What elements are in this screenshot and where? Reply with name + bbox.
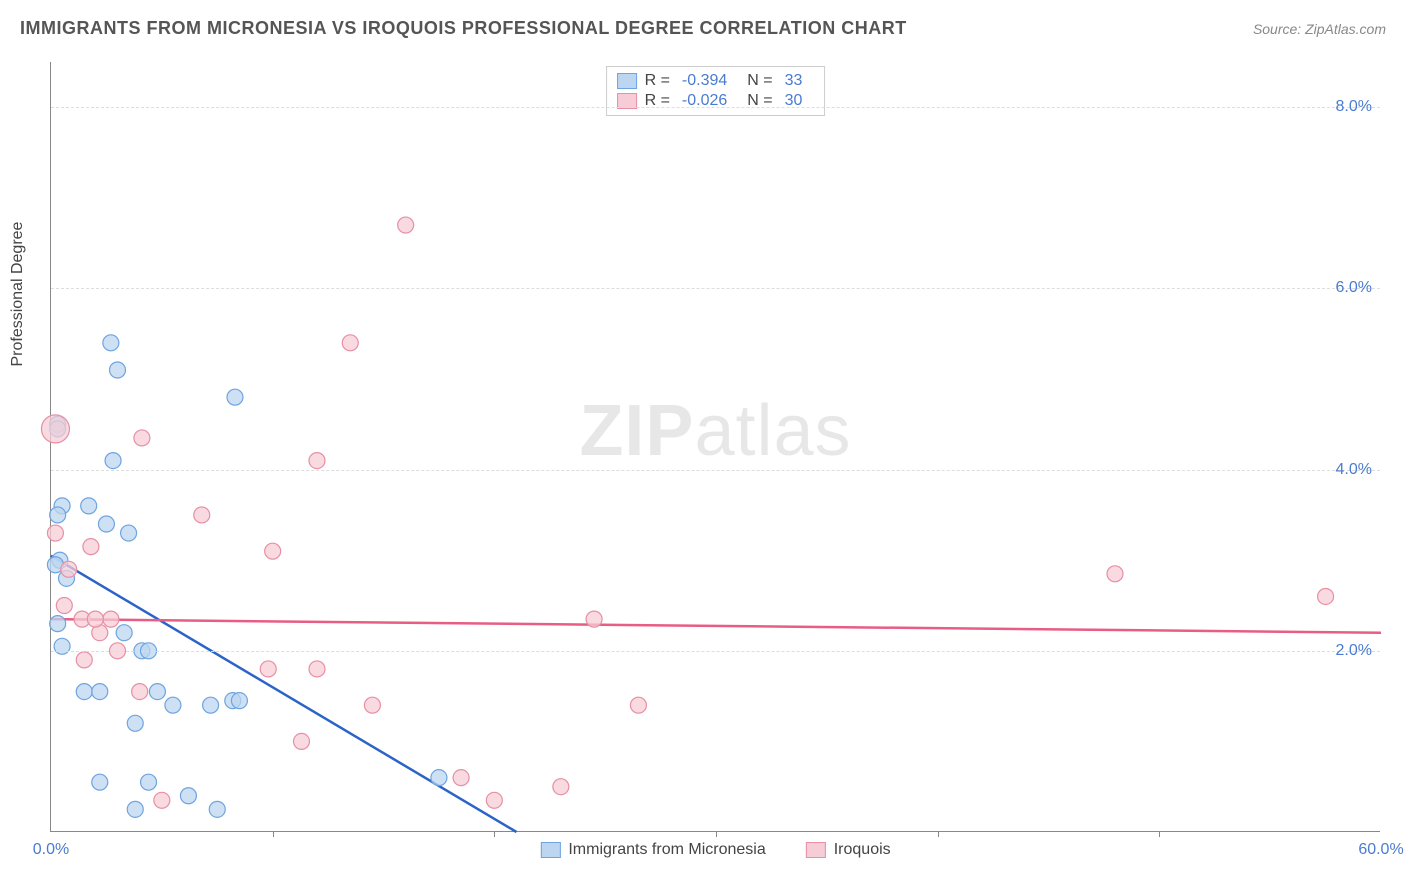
series-legend: Immigrants from Micronesia Iroquois xyxy=(540,841,890,859)
data-point-iroquois xyxy=(553,779,569,795)
x-tick-label: 0.0% xyxy=(33,841,69,859)
x-tick-mark xyxy=(273,831,274,837)
data-point-iroquois xyxy=(293,733,309,749)
data-point-iroquois xyxy=(630,697,646,713)
data-point-micronesia xyxy=(110,362,126,378)
gridline xyxy=(51,288,1380,289)
y-tick-label: 6.0% xyxy=(1336,279,1372,297)
data-point-micronesia xyxy=(165,697,181,713)
legend-label: Iroquois xyxy=(834,841,891,859)
x-tick-label: 60.0% xyxy=(1358,841,1403,859)
data-point-micronesia xyxy=(76,684,92,700)
legend-swatch-micronesia xyxy=(540,842,560,858)
data-point-iroquois xyxy=(134,430,150,446)
legend-swatch-iroquois xyxy=(806,842,826,858)
y-tick-label: 8.0% xyxy=(1336,98,1372,116)
chart-svg xyxy=(51,62,1380,831)
data-point-iroquois xyxy=(1318,588,1334,604)
data-point-micronesia xyxy=(431,770,447,786)
data-point-iroquois xyxy=(76,652,92,668)
x-tick-mark xyxy=(716,831,717,837)
data-point-micronesia xyxy=(98,516,114,532)
data-point-iroquois xyxy=(103,611,119,627)
y-tick-label: 2.0% xyxy=(1336,642,1372,660)
data-point-micronesia xyxy=(127,801,143,817)
source-attribution: Source: ZipAtlas.com xyxy=(1253,21,1386,37)
legend-item-micronesia: Immigrants from Micronesia xyxy=(540,841,765,859)
plot-area: ZIPatlas R =-0.394N =33R =-0.026N =30 Im… xyxy=(50,62,1380,832)
data-point-iroquois xyxy=(41,415,69,443)
y-axis-label: Professional Degree xyxy=(9,222,27,367)
data-point-iroquois xyxy=(265,543,281,559)
data-point-micronesia xyxy=(103,335,119,351)
data-point-micronesia xyxy=(227,389,243,405)
data-point-iroquois xyxy=(342,335,358,351)
legend-row-micronesia: R = -0.394 N = 33 xyxy=(617,71,815,91)
gridline xyxy=(51,651,1380,652)
data-point-micronesia xyxy=(141,774,157,790)
data-point-iroquois xyxy=(486,792,502,808)
data-point-iroquois xyxy=(87,611,103,627)
data-point-iroquois xyxy=(61,561,77,577)
data-point-micronesia xyxy=(92,684,108,700)
data-point-iroquois xyxy=(56,598,72,614)
n-label: N = xyxy=(747,72,772,90)
data-point-micronesia xyxy=(121,525,137,541)
data-point-iroquois xyxy=(154,792,170,808)
chart-title: IMMIGRANTS FROM MICRONESIA VS IROQUOIS P… xyxy=(20,18,907,39)
data-point-iroquois xyxy=(47,525,63,541)
r-value: -0.394 xyxy=(682,72,727,90)
legend-item-iroquois: Iroquois xyxy=(806,841,891,859)
trend-line-iroquois xyxy=(51,619,1381,633)
data-point-micronesia xyxy=(127,715,143,731)
data-point-micronesia xyxy=(209,801,225,817)
data-point-iroquois xyxy=(453,770,469,786)
data-point-micronesia xyxy=(180,788,196,804)
data-point-micronesia xyxy=(231,693,247,709)
data-point-iroquois xyxy=(260,661,276,677)
legend-label: Immigrants from Micronesia xyxy=(568,841,765,859)
data-point-micronesia xyxy=(105,453,121,469)
x-tick-mark xyxy=(1159,831,1160,837)
y-tick-label: 4.0% xyxy=(1336,461,1372,479)
data-point-micronesia xyxy=(203,697,219,713)
data-point-iroquois xyxy=(309,453,325,469)
data-point-micronesia xyxy=(50,507,66,523)
x-tick-mark xyxy=(938,831,939,837)
r-label: R = xyxy=(645,72,670,90)
data-point-iroquois xyxy=(309,661,325,677)
legend-swatch-micronesia xyxy=(617,73,637,89)
data-point-micronesia xyxy=(92,774,108,790)
correlation-legend: R =-0.394N =33R =-0.026N =30 xyxy=(606,66,826,116)
gridline xyxy=(51,470,1380,471)
data-point-iroquois xyxy=(194,507,210,523)
x-tick-mark xyxy=(494,831,495,837)
data-point-iroquois xyxy=(132,684,148,700)
data-point-micronesia xyxy=(116,625,132,641)
data-point-iroquois xyxy=(364,697,380,713)
data-point-micronesia xyxy=(81,498,97,514)
data-point-iroquois xyxy=(83,539,99,555)
gridline xyxy=(51,107,1380,108)
n-value: 33 xyxy=(785,72,803,90)
data-point-iroquois xyxy=(1107,566,1123,582)
data-point-micronesia xyxy=(149,684,165,700)
data-point-micronesia xyxy=(54,638,70,654)
data-point-iroquois xyxy=(586,611,602,627)
data-point-iroquois xyxy=(398,217,414,233)
data-point-micronesia xyxy=(50,616,66,632)
trend-line-micronesia xyxy=(51,556,517,832)
